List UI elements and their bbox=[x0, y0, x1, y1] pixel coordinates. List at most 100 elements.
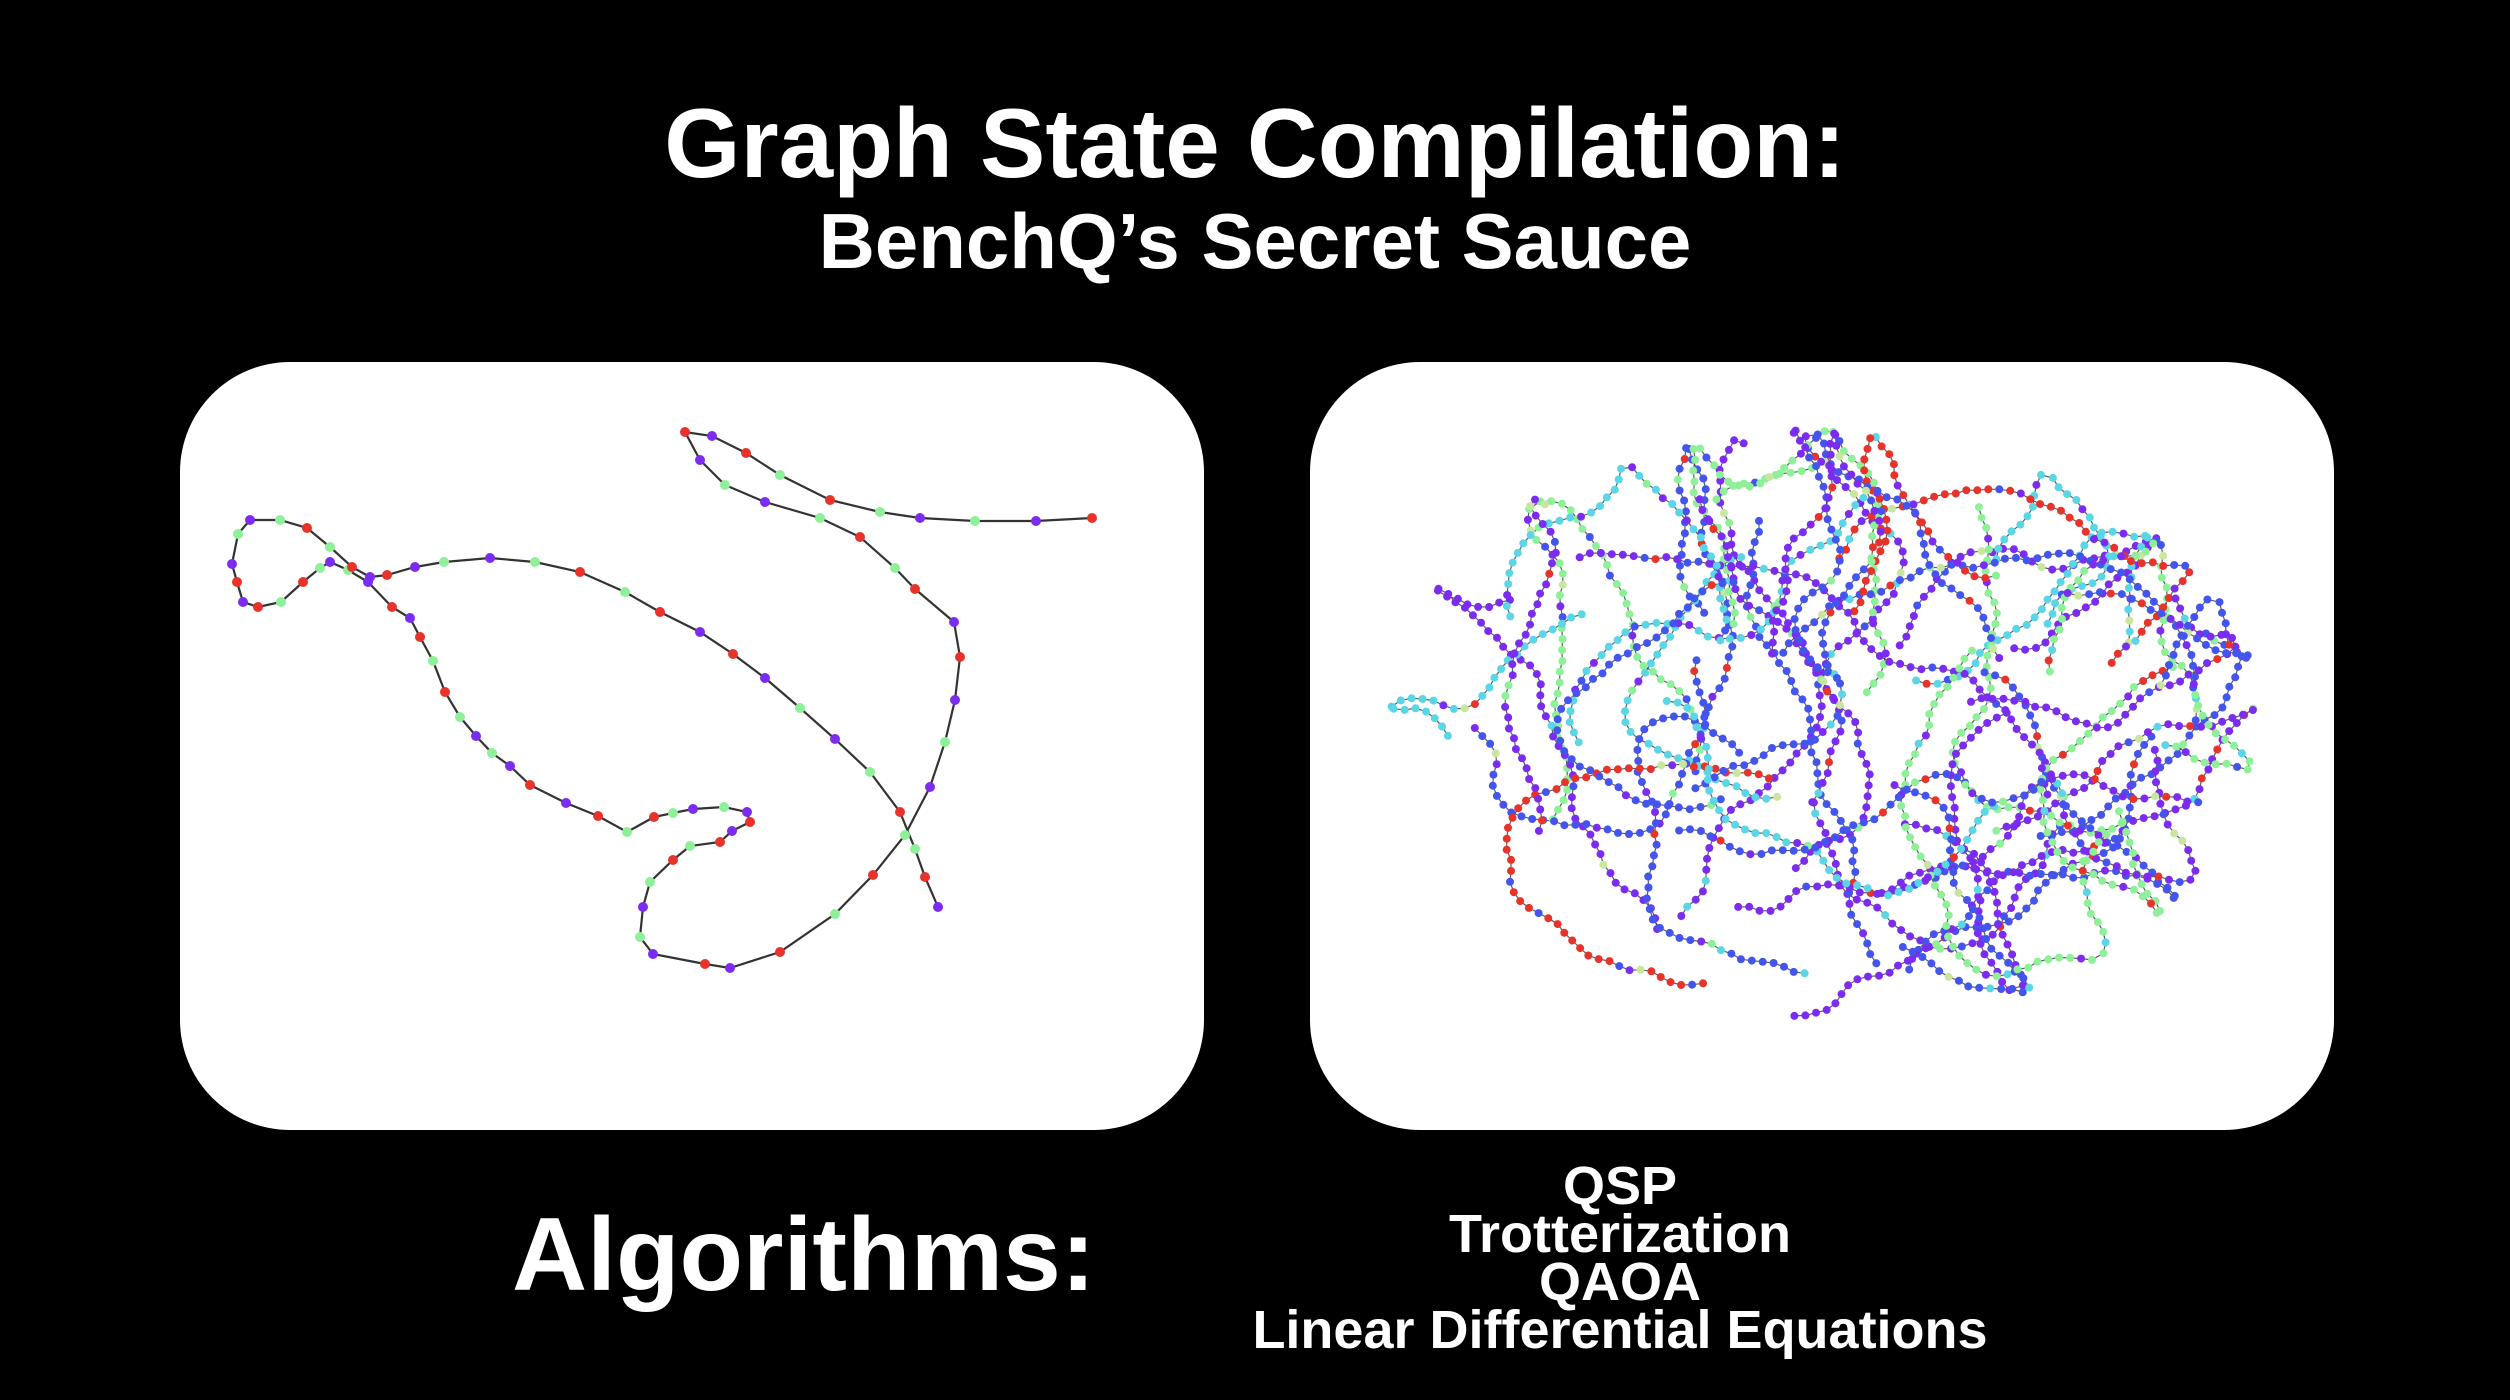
graph-node bbox=[925, 782, 935, 792]
dense-graph-image bbox=[1387, 426, 2258, 1020]
graph-node bbox=[970, 516, 980, 526]
graph-node bbox=[955, 652, 965, 662]
graph-node bbox=[940, 737, 950, 747]
graph-node bbox=[638, 902, 648, 912]
graph-node bbox=[825, 495, 835, 505]
graph-node bbox=[949, 617, 959, 627]
graph-node bbox=[920, 872, 930, 882]
graph-node bbox=[668, 808, 678, 818]
graph-node bbox=[253, 602, 263, 612]
sparse-graph-image bbox=[227, 427, 1097, 973]
graph-node bbox=[868, 870, 878, 880]
graph-node bbox=[622, 827, 632, 837]
graph-node bbox=[680, 427, 690, 437]
graph-node bbox=[655, 607, 665, 617]
graph-node bbox=[298, 577, 308, 587]
graph-node bbox=[695, 455, 705, 465]
graph-node bbox=[933, 902, 943, 912]
graph-node bbox=[382, 570, 392, 580]
graph-node bbox=[1087, 513, 1097, 523]
graph-node bbox=[795, 703, 805, 713]
graph-node bbox=[728, 649, 738, 659]
graph-node bbox=[593, 811, 603, 821]
graph-node bbox=[760, 497, 770, 507]
algorithm-item: QAOA bbox=[1539, 1252, 1701, 1312]
graph-node bbox=[890, 563, 900, 573]
graph-node bbox=[561, 798, 571, 808]
graph-node bbox=[245, 515, 255, 525]
graph-node bbox=[865, 767, 875, 777]
graph-node bbox=[439, 557, 449, 567]
graph-node bbox=[302, 523, 312, 533]
graph-node bbox=[900, 830, 910, 840]
graph-node bbox=[915, 513, 925, 523]
graph-node bbox=[471, 731, 481, 741]
graph-node bbox=[830, 734, 840, 744]
graph-node bbox=[620, 587, 630, 597]
algorithm-item: Linear Differential Equations bbox=[1252, 1300, 1988, 1360]
graph-node bbox=[530, 557, 540, 567]
graph-node bbox=[232, 577, 242, 587]
graph-node bbox=[742, 807, 752, 817]
graph-node bbox=[635, 932, 645, 942]
graph-edges bbox=[230, 430, 1093, 970]
dense-graph-panel bbox=[1310, 362, 2334, 1130]
algorithm-item: Trotterization bbox=[1448, 1204, 1791, 1264]
graph-node bbox=[815, 513, 825, 523]
graph-node bbox=[700, 959, 710, 969]
graph-node bbox=[645, 877, 655, 887]
graph-node bbox=[668, 855, 678, 865]
graph-node bbox=[428, 656, 438, 666]
graph-node bbox=[487, 748, 497, 758]
graph-node bbox=[275, 515, 285, 525]
graph-node bbox=[525, 780, 535, 790]
graph-node bbox=[895, 807, 905, 817]
graph-node bbox=[233, 529, 243, 539]
graph-node bbox=[707, 431, 717, 441]
graph-node bbox=[775, 470, 785, 480]
graph-node bbox=[855, 532, 865, 542]
graph-node bbox=[440, 687, 450, 697]
graph-node bbox=[365, 572, 375, 582]
graph-nodes bbox=[1387, 426, 2258, 1020]
graph-node bbox=[760, 673, 770, 683]
graph-node bbox=[405, 613, 415, 623]
graph-node bbox=[725, 963, 735, 973]
graph-node bbox=[741, 448, 751, 458]
graph-node bbox=[719, 802, 729, 812]
graph-node bbox=[276, 597, 286, 607]
algorithms-heading: Algorithms: bbox=[512, 1197, 1096, 1313]
graph-node bbox=[910, 584, 920, 594]
graph-node bbox=[715, 837, 725, 847]
algorithms-list: QSP Trotterization QAOA Linear Different… bbox=[1180, 1156, 2060, 1360]
graph-node bbox=[720, 480, 730, 490]
graph-node bbox=[695, 627, 705, 637]
graph-node bbox=[648, 949, 658, 959]
graph-node bbox=[745, 817, 755, 827]
graph-node bbox=[830, 909, 840, 919]
graph-node bbox=[1031, 516, 1041, 526]
graph-node bbox=[325, 542, 335, 552]
graph-node bbox=[688, 804, 698, 814]
graph-node bbox=[387, 602, 397, 612]
graph-node bbox=[415, 632, 425, 642]
slide-subtitle: BenchQ’s Secret Sauce bbox=[818, 197, 1692, 285]
graph-node bbox=[910, 844, 920, 854]
graph-node bbox=[238, 597, 248, 607]
graph-node bbox=[505, 761, 515, 771]
graph-node bbox=[950, 695, 960, 705]
slide-title: Graph State Compilation: bbox=[664, 88, 1846, 198]
graph-node bbox=[685, 841, 695, 851]
graph-node bbox=[775, 947, 785, 957]
sparse-graph-panel bbox=[180, 362, 1204, 1130]
graph-node bbox=[227, 559, 237, 569]
graph-node bbox=[875, 507, 885, 517]
graph-node bbox=[727, 826, 737, 836]
graph-node bbox=[455, 712, 465, 722]
graph-node bbox=[347, 562, 357, 572]
graph-node bbox=[410, 562, 420, 572]
graph-node bbox=[575, 567, 585, 577]
graph-node bbox=[649, 812, 659, 822]
graph-node bbox=[315, 563, 325, 573]
algorithm-item: QSP bbox=[1562, 1156, 1678, 1216]
